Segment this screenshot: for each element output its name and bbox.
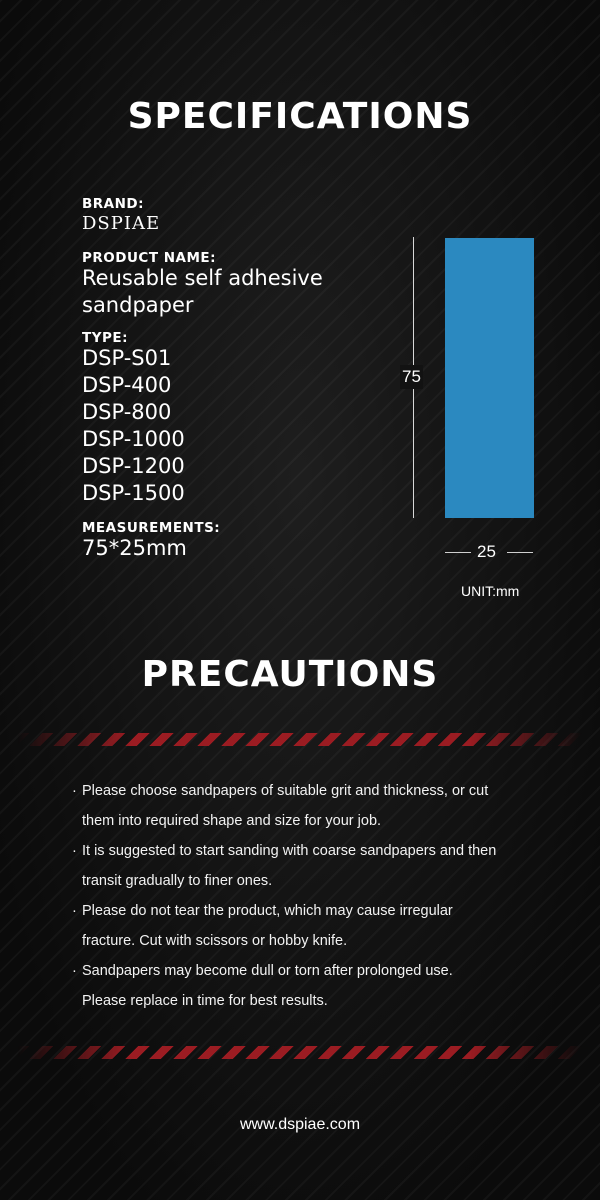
product-name-value: Reusable self adhesive sandpaper: [82, 265, 323, 319]
brand-label: BRAND:: [82, 196, 145, 212]
type-item: DSP-S01: [82, 346, 172, 370]
product-name-label: PRODUCT NAME:: [82, 250, 217, 266]
precaution-line: them into required shape and size for yo…: [82, 813, 382, 829]
precaution-line: fracture. Cut with scissors or hobby kni…: [82, 933, 348, 949]
website-url[interactable]: www.dspiae.com: [239, 1116, 361, 1133]
type-item: DSP-1000: [82, 427, 185, 451]
product-name-line: Reusable self adhesive: [82, 266, 323, 290]
height-dimension-label: 75: [400, 365, 423, 389]
bullet-icon: ·: [72, 963, 77, 979]
sandpaper-sample: [445, 238, 534, 518]
width-dimension-line-right: [507, 552, 533, 553]
precaution-item: · It is suggested to start sanding with …: [72, 836, 552, 896]
hazard-stripe-divider: [18, 1046, 582, 1059]
brand-logo-text: DSPIAE: [82, 213, 161, 234]
precautions-list: · Please choose sandpapers of suitable g…: [72, 776, 552, 1016]
precaution-item: · Sandpapers may become dull or torn aft…: [72, 956, 552, 1016]
hazard-stripe-divider: [18, 733, 582, 746]
type-item: DSP-1200: [82, 454, 185, 478]
width-dimension-line-left: [445, 552, 471, 553]
type-item: DSP-1500: [82, 481, 185, 505]
product-name-line: sandpaper: [82, 293, 194, 317]
type-list: DSP-S01 DSP-400 DSP-800 DSP-1000 DSP-120…: [82, 345, 185, 507]
unit-label: UNIT:mm: [461, 583, 520, 599]
bullet-icon: ·: [72, 783, 77, 799]
precaution-line: Sandpapers may become dull or torn after…: [82, 963, 453, 979]
precautions-title: PRECAUTIONS: [141, 654, 439, 695]
width-dimension-label: 25: [477, 542, 496, 561]
precaution-line: transit gradually to finer ones.: [82, 873, 273, 889]
precaution-line: It is suggested to start sanding with co…: [82, 843, 497, 859]
precaution-item: · Please do not tear the product, which …: [72, 896, 552, 956]
bullet-icon: ·: [72, 843, 77, 859]
precaution-line: Please do not tear the product, which ma…: [82, 903, 453, 919]
type-item: DSP-800: [82, 400, 172, 424]
measurements-label: MEASUREMENTS:: [82, 520, 221, 536]
precaution-item: · Please choose sandpapers of suitable g…: [72, 776, 552, 836]
precaution-line: Please choose sandpapers of suitable gri…: [82, 783, 489, 799]
measurements-value: 75*25mm: [82, 536, 187, 560]
precaution-line: Please replace in time for best results.: [82, 993, 328, 1009]
type-item: DSP-400: [82, 373, 172, 397]
specifications-title: SPECIFICATIONS: [127, 96, 473, 137]
bullet-icon: ·: [72, 903, 77, 919]
type-label: TYPE:: [82, 330, 128, 346]
